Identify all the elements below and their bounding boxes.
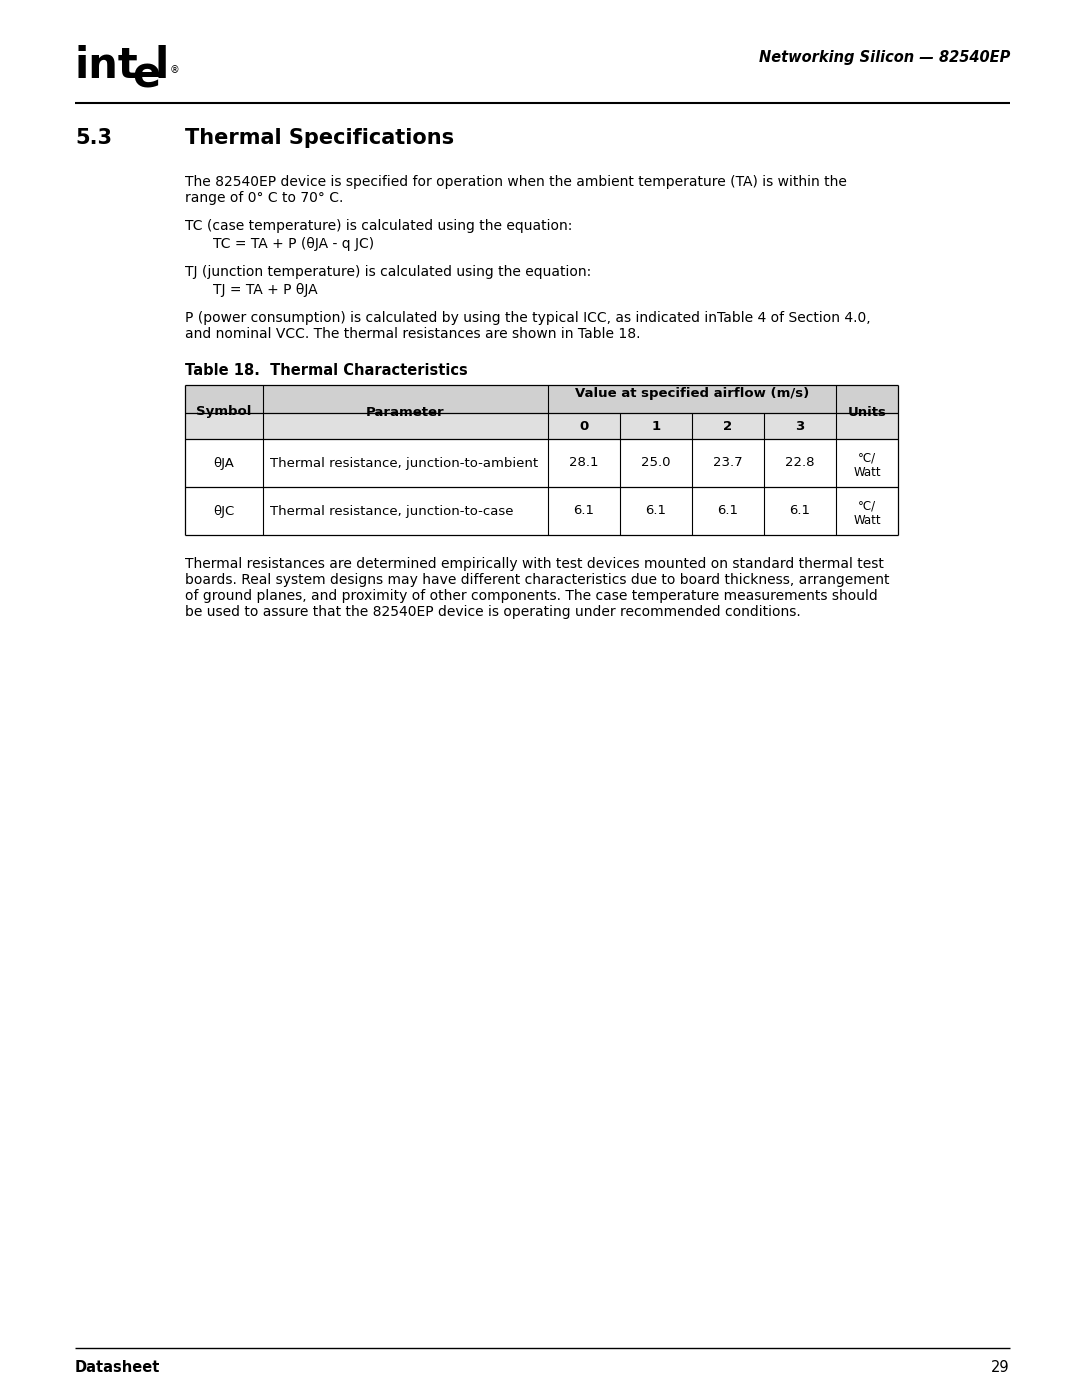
Text: of ground planes, and proximity of other components. The case temperature measur: of ground planes, and proximity of other… — [185, 590, 878, 604]
Text: °C/: °C/ — [858, 451, 876, 464]
Text: TC = TA + P (θJA - q JC): TC = TA + P (θJA - q JC) — [213, 237, 374, 251]
Text: 0: 0 — [579, 419, 589, 433]
Text: Value at specified airflow (m/s): Value at specified airflow (m/s) — [575, 387, 809, 400]
Text: Watt: Watt — [853, 514, 881, 527]
Text: Parameter: Parameter — [366, 405, 445, 419]
Text: Datasheet: Datasheet — [75, 1361, 160, 1375]
Text: Watt: Watt — [853, 465, 881, 479]
Text: 23.7: 23.7 — [713, 457, 743, 469]
Text: Networking Silicon — 82540EP: Networking Silicon — 82540EP — [758, 50, 1010, 66]
Text: 6.1: 6.1 — [789, 504, 810, 517]
Text: Thermal resistances are determined empirically with test devices mounted on stan: Thermal resistances are determined empir… — [185, 557, 883, 571]
Bar — [185, 414, 548, 439]
Text: 6.1: 6.1 — [717, 504, 739, 517]
Text: int: int — [75, 45, 138, 87]
Text: 29: 29 — [991, 1361, 1010, 1375]
Text: and nominal VCC. The thermal resistances are shown in Table 18.: and nominal VCC. The thermal resistances… — [185, 327, 640, 341]
Text: e: e — [132, 54, 160, 96]
Text: ®: ® — [170, 66, 179, 75]
Text: Symbol: Symbol — [197, 405, 252, 419]
Text: P (power consumption) is calculated by using the typical ICC, as indicated inTab: P (power consumption) is calculated by u… — [185, 312, 870, 326]
Text: Table 18.  Thermal Characteristics: Table 18. Thermal Characteristics — [185, 363, 468, 379]
Text: °C/: °C/ — [858, 500, 876, 513]
Text: range of 0° C to 70° C.: range of 0° C to 70° C. — [185, 191, 343, 205]
Text: θJC: θJC — [214, 504, 234, 517]
Text: Thermal resistance, junction-to-case: Thermal resistance, junction-to-case — [270, 504, 513, 517]
Text: 6.1: 6.1 — [646, 504, 666, 517]
Text: TJ (junction temperature) is calculated using the equation:: TJ (junction temperature) is calculated … — [185, 265, 591, 279]
Text: θJA: θJA — [214, 457, 234, 469]
Text: The 82540EP device is specified for operation when the ambient temperature (TA) : The 82540EP device is specified for oper… — [185, 175, 847, 189]
Text: 2: 2 — [724, 419, 732, 433]
Text: 1: 1 — [651, 419, 661, 433]
Text: 25.0: 25.0 — [642, 457, 671, 469]
Text: TC (case temperature) is calculated using the equation:: TC (case temperature) is calculated usin… — [185, 219, 572, 233]
Text: 22.8: 22.8 — [785, 457, 814, 469]
Text: 3: 3 — [795, 419, 805, 433]
Bar — [548, 386, 836, 414]
Bar — [548, 414, 836, 439]
Bar — [836, 414, 897, 439]
Text: l: l — [154, 45, 168, 87]
Text: be used to assure that the 82540EP device is operating under recommended conditi: be used to assure that the 82540EP devic… — [185, 605, 800, 619]
Text: 5.3: 5.3 — [75, 129, 112, 148]
Text: boards. Real system designs may have different characteristics due to board thic: boards. Real system designs may have dif… — [185, 573, 890, 587]
Text: 6.1: 6.1 — [573, 504, 594, 517]
Text: Thermal Specifications: Thermal Specifications — [185, 129, 454, 148]
Text: 28.1: 28.1 — [569, 457, 598, 469]
Bar — [836, 386, 897, 414]
Text: Units: Units — [848, 405, 887, 419]
Bar — [185, 386, 548, 414]
Text: Thermal resistance, junction-to-ambient: Thermal resistance, junction-to-ambient — [270, 457, 538, 469]
Text: TJ = TA + P θJA: TJ = TA + P θJA — [213, 284, 318, 298]
